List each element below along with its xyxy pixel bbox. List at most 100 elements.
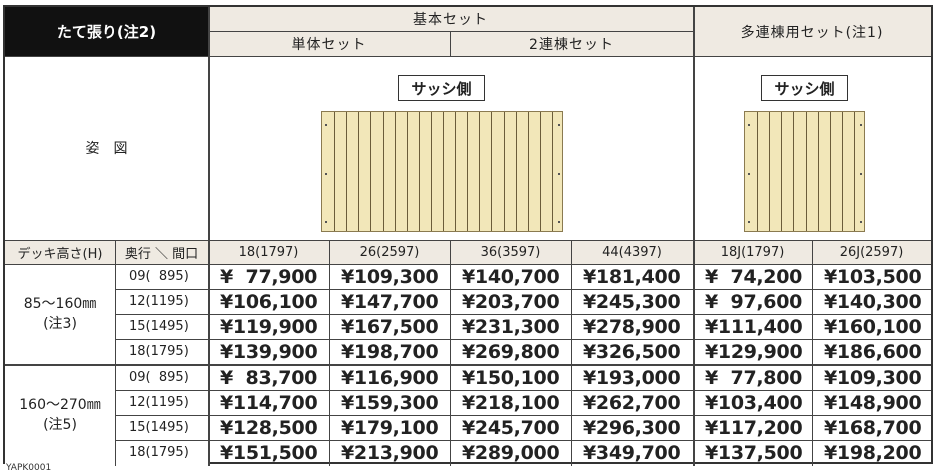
width-header: 18(1797) xyxy=(208,240,329,264)
sash-side-label-basic: サッシ側 xyxy=(398,75,485,101)
deck-slat xyxy=(491,112,492,231)
price-cell: ¥193,000 xyxy=(583,366,681,389)
depth-width-header: 奥行 ＼ 間口 xyxy=(115,240,208,264)
grid-line xyxy=(115,440,931,441)
width-header: 44(4397) xyxy=(571,240,693,264)
double-set-header: 2連棟セット xyxy=(450,31,693,56)
deck-slat xyxy=(854,112,855,231)
deck-screw xyxy=(748,124,750,126)
price-cell: ¥167,500 xyxy=(341,315,439,338)
grid-line xyxy=(5,56,931,57)
price-cell: ¥168,700 xyxy=(824,416,922,439)
grid-line xyxy=(450,240,451,466)
deck-screw xyxy=(860,221,862,223)
price-cell: ¥160,100 xyxy=(824,315,922,338)
deck-slat xyxy=(540,112,541,231)
depth-label: 12(1195) xyxy=(115,390,208,415)
depth-label: 12(1195) xyxy=(115,289,208,314)
price-cell: ¥262,700 xyxy=(583,391,681,414)
price-table: たて張り(注2) 基本セット 単体セット 2連棟セット 多連棟用セット(注1) … xyxy=(3,5,933,466)
single-set-header: 単体セット xyxy=(208,31,450,56)
deck-screw xyxy=(860,124,862,126)
price-cell: ¥213,900 xyxy=(341,441,439,464)
depth-label: 15(1495) xyxy=(115,314,208,339)
deck-slat xyxy=(793,112,794,231)
price-cell: ¥198,200 xyxy=(824,441,922,464)
price-cell: ¥326,500 xyxy=(583,340,681,363)
deck-slat xyxy=(395,112,396,231)
price-cell: ¥128,500 xyxy=(220,416,318,439)
deck-slat xyxy=(431,112,432,231)
price-cell: ¥106,100 xyxy=(220,290,318,313)
grid-line xyxy=(115,415,931,416)
deck-slat xyxy=(383,112,384,231)
height-range: 85〜160㎜ xyxy=(23,296,97,312)
price-cell: ¥114,700 xyxy=(220,391,318,414)
height-group-label: 85〜160㎜ (注3) xyxy=(5,264,115,364)
deck-screw xyxy=(748,221,750,223)
height-note: (注5) xyxy=(43,417,77,433)
price-cell: ¥198,700 xyxy=(341,340,439,363)
grid-line xyxy=(5,364,931,366)
price-cell: ¥ 77,900 xyxy=(220,265,318,288)
deck-slat xyxy=(346,112,347,231)
price-cell: ¥150,100 xyxy=(462,366,560,389)
grid-line xyxy=(208,7,210,466)
deck-screw xyxy=(325,221,327,223)
price-cell: ¥245,700 xyxy=(462,416,560,439)
width-header: 18J(1797) xyxy=(693,240,812,264)
deck-slat xyxy=(455,112,456,231)
price-cell: ¥296,300 xyxy=(583,416,681,439)
depth-label: 09( 895) xyxy=(115,264,208,289)
price-cell: ¥109,300 xyxy=(341,265,439,288)
price-cell: ¥ 97,600 xyxy=(705,290,803,313)
width-header: 26J(2597) xyxy=(812,240,931,264)
price-cell: ¥278,900 xyxy=(583,315,681,338)
deck-slat xyxy=(419,112,420,231)
table-title: たて張り(注2) xyxy=(5,7,208,56)
grid-line xyxy=(329,240,330,466)
price-cell: ¥186,600 xyxy=(824,340,922,363)
price-cell: ¥245,300 xyxy=(583,290,681,313)
deck-screw xyxy=(860,173,862,175)
price-cell: ¥231,300 xyxy=(462,315,560,338)
deck-slat xyxy=(467,112,468,231)
grid-line xyxy=(115,240,116,466)
price-cell: ¥179,100 xyxy=(341,416,439,439)
depth-label: 09( 895) xyxy=(115,365,208,390)
deck-screw xyxy=(558,124,560,126)
grid-line xyxy=(812,240,813,466)
price-cell: ¥ 83,700 xyxy=(220,366,318,389)
deck-slat xyxy=(842,112,843,231)
price-cell: ¥137,500 xyxy=(705,441,803,464)
height-range: 160〜270㎜ xyxy=(19,397,101,413)
grid-line xyxy=(115,339,931,340)
deck-slat xyxy=(358,112,359,231)
footer-code: YAPK0001 xyxy=(6,463,52,473)
price-cell: ¥269,800 xyxy=(462,340,560,363)
grid-line xyxy=(115,314,931,315)
price-cell: ¥103,500 xyxy=(824,265,922,288)
price-cell: ¥103,400 xyxy=(705,391,803,414)
grid-line xyxy=(693,7,695,466)
grid-line xyxy=(5,264,931,265)
multi-set-header: 多連棟用セット(注1) xyxy=(693,7,931,56)
deck-slat xyxy=(528,112,529,231)
width-header: 26(2597) xyxy=(329,240,450,264)
price-cell: ¥218,100 xyxy=(462,391,560,414)
price-cell: ¥159,300 xyxy=(341,391,439,414)
price-cell: ¥140,300 xyxy=(824,290,922,313)
price-cell: ¥147,700 xyxy=(341,290,439,313)
depth-label: 18(1795) xyxy=(115,440,208,465)
deck-screw xyxy=(325,173,327,175)
price-cell: ¥289,000 xyxy=(462,441,560,464)
sash-side-label-multi: サッシ側 xyxy=(761,75,848,101)
grid-line xyxy=(571,240,572,466)
grid-line xyxy=(115,289,931,290)
depth-label: 18(1795) xyxy=(115,339,208,364)
deck-slat xyxy=(516,112,517,231)
price-cell: ¥151,500 xyxy=(220,441,318,464)
price-cell: ¥117,200 xyxy=(705,416,803,439)
grid-line xyxy=(115,390,931,391)
width-header: 36(3597) xyxy=(450,240,571,264)
